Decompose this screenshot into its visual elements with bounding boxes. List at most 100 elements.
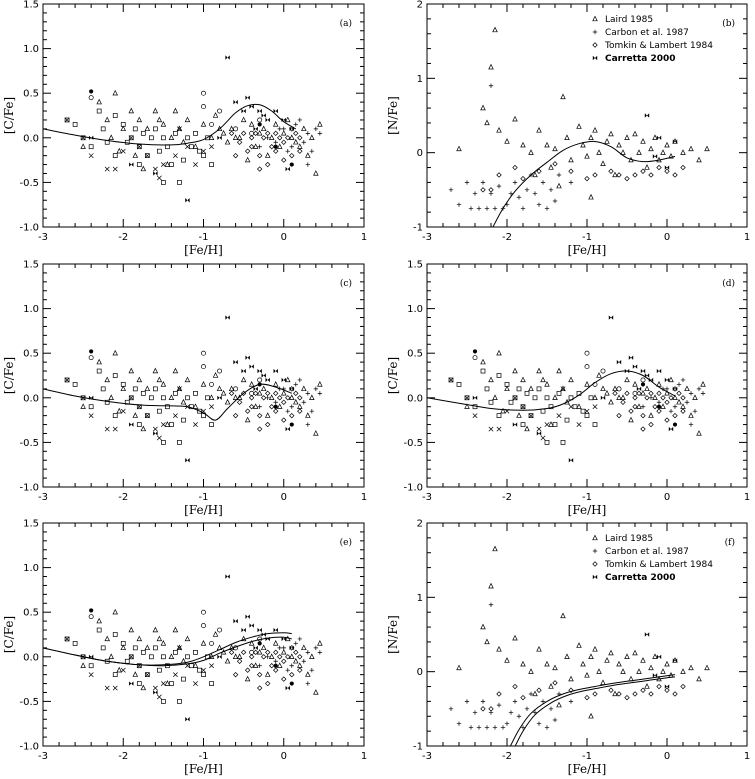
data-point-diamond — [552, 680, 558, 686]
data-point-diamond — [632, 691, 638, 697]
data-point-triangle — [236, 653, 243, 659]
x-tick-label: -2 — [118, 232, 128, 243]
data-point-diamond — [624, 694, 630, 701]
data-point-plus — [656, 400, 662, 405]
data-point-plus — [480, 180, 486, 185]
legend-marker-diamond — [592, 561, 598, 567]
y-tick-label: 1.0 — [23, 304, 39, 315]
data-point-plus — [281, 126, 286, 132]
data-point-square — [181, 157, 186, 163]
data-point-cross — [144, 153, 150, 159]
data-point-square — [104, 399, 110, 405]
data-point-bowtie — [217, 135, 222, 140]
data-point-square — [169, 422, 174, 427]
data-point-triangle — [516, 412, 522, 418]
data-point-bowtie — [257, 368, 262, 374]
data-point-diamond — [244, 408, 251, 414]
y-axis: -1.0 -0.5 0.0 0.5 1.0 1.5 — [19, 519, 364, 753]
data-point-diamond — [608, 687, 614, 693]
data-point-triangle — [96, 617, 102, 624]
data-point-triangle — [168, 653, 175, 659]
data-point-triangle — [504, 657, 510, 663]
data-point-plus — [472, 191, 478, 196]
data-point-circle — [233, 126, 239, 132]
y-tick-label: -0.5 — [19, 697, 39, 708]
data-point-triangle — [317, 640, 323, 646]
panel-tag: (b) — [722, 18, 735, 29]
data-point-cross — [584, 408, 590, 414]
x-axis: -3 -2 -1 0 1 — [422, 4, 750, 243]
data-point-triangle — [264, 152, 271, 158]
data-point-bowtie — [644, 373, 650, 378]
data-point-triangle — [500, 407, 506, 414]
data-point-diamond — [285, 654, 291, 660]
data-point-diamond — [277, 395, 283, 401]
data-point-plus — [668, 408, 674, 414]
data-point-cross — [156, 694, 162, 700]
data-point-diamond — [256, 412, 263, 419]
data-point-plus — [500, 725, 506, 730]
data-point-bowtie — [129, 162, 134, 167]
data-point-bowtie — [253, 386, 258, 392]
data-point-plus — [512, 180, 518, 185]
data-point-triangle — [152, 367, 159, 374]
data-point-triangle — [200, 381, 207, 387]
data-point-square — [173, 390, 178, 396]
data-point-bowtie — [153, 690, 158, 695]
data-point-bowtie — [241, 368, 246, 374]
data-point-plus — [484, 725, 490, 730]
x-tick-label: 0 — [281, 751, 287, 762]
data-point-diamond — [496, 691, 502, 697]
data-point-plus — [317, 131, 323, 136]
data-point-cross — [144, 672, 150, 678]
data-point-bowtie — [672, 658, 678, 663]
data-point-triangle — [688, 664, 694, 671]
data-point-square — [144, 672, 150, 677]
data-point-triangle — [560, 93, 566, 100]
data-point-cross — [136, 663, 142, 669]
data-points — [64, 574, 323, 722]
data-point-triangle — [244, 416, 251, 423]
y-axis-title: [C/Fe] — [386, 357, 400, 394]
data-point-cross — [193, 162, 198, 168]
data-point-plus — [496, 702, 502, 708]
y-tick-label: 1 — [417, 593, 423, 604]
data-point-diamond — [648, 691, 654, 697]
y-axis: -1 0 1 2 — [413, 0, 747, 234]
data-point-square — [128, 654, 134, 660]
data-point-triangle — [224, 657, 231, 664]
data-point-square — [132, 126, 138, 132]
data-point-circle — [201, 104, 206, 110]
y-tick-label: -1.0 — [19, 483, 39, 494]
data-point-diamond — [584, 694, 590, 701]
data-point-triangle — [289, 394, 295, 400]
data-point-triangle — [584, 153, 590, 159]
data-point-triangle — [688, 412, 694, 418]
data-point-triangle — [112, 608, 118, 615]
data-point-triangle — [289, 134, 295, 140]
data-point-plus — [484, 206, 490, 211]
data-point-plus — [313, 126, 319, 132]
x-tick-label: -1 — [582, 232, 592, 243]
data-point-plus — [277, 126, 282, 132]
y-tick-label: -1 — [413, 223, 423, 234]
data-point-triangle — [600, 679, 606, 685]
data-point-cross — [64, 636, 70, 642]
data-point-circle — [257, 377, 263, 383]
data-point-cross — [176, 645, 182, 651]
data-point-triangle — [580, 141, 586, 148]
data-point-triangle — [512, 634, 518, 641]
legend-label: Carretta 2000 — [605, 54, 676, 64]
data-point-bowtie — [257, 108, 262, 114]
data-point-plus — [309, 408, 315, 414]
data-point-bowtie — [185, 717, 190, 722]
data-point-triangle — [192, 403, 199, 409]
data-point-plus — [464, 699, 470, 704]
data-point-plus — [548, 706, 554, 712]
data-point-plus — [257, 144, 262, 149]
data-point-cross — [104, 166, 110, 172]
x-tick-label: 1 — [744, 232, 750, 243]
data-point-diamond — [624, 390, 630, 397]
data-point-triangle — [668, 376, 674, 383]
data-point-square — [64, 636, 70, 642]
